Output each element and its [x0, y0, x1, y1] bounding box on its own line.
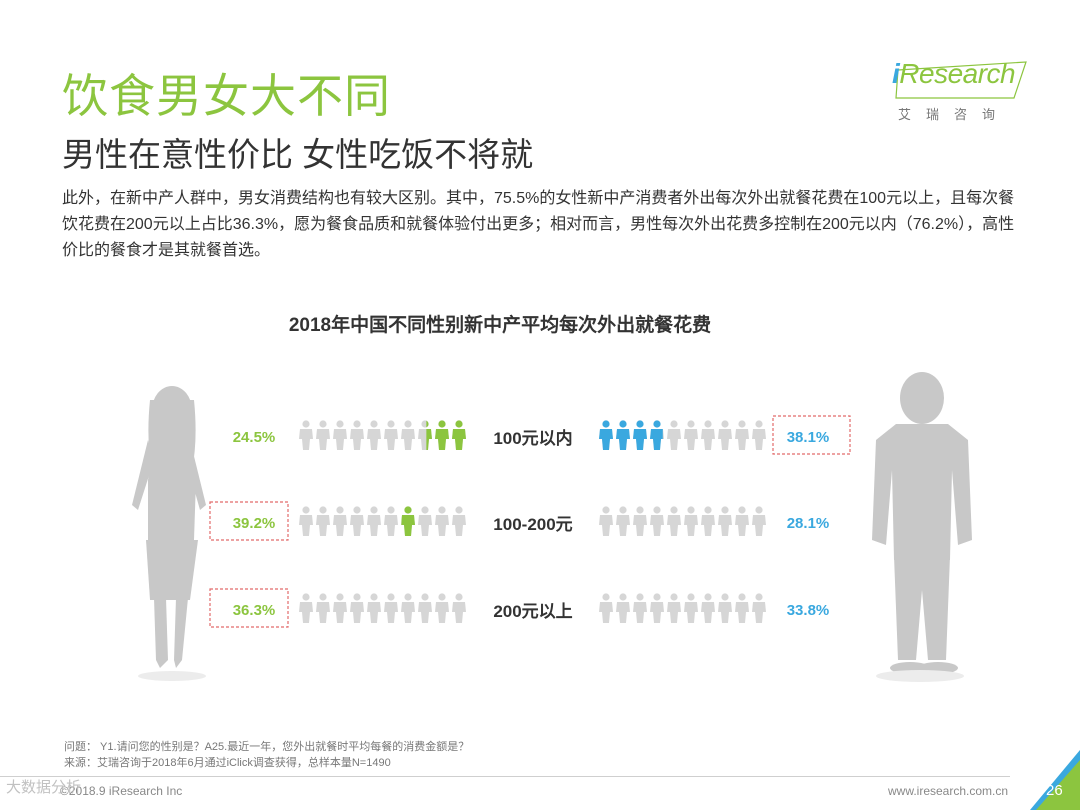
person-icon [650, 506, 664, 536]
person-icon [684, 506, 698, 536]
person-icon [299, 506, 313, 536]
page-corner-decoration [1030, 750, 1080, 810]
chart-title: 2018年中国不同性别新中产平均每次外出就餐花费 [288, 315, 712, 336]
male-silhouette-icon [872, 372, 972, 674]
male-icon-row [599, 506, 766, 536]
female-highlight-box [209, 501, 289, 541]
person-icon [616, 593, 630, 623]
person-icon [752, 593, 766, 623]
female-shadow [138, 671, 206, 681]
female-icon-row [299, 593, 466, 623]
person-icon [418, 506, 432, 536]
footer-copyright: ©2018.9 iResearch Inc [60, 784, 183, 798]
person-icon [633, 593, 647, 623]
person-icon [735, 593, 749, 623]
person-icon [701, 420, 715, 450]
person-icon [316, 593, 330, 623]
category-label: 100-200元 [493, 515, 572, 534]
person-icon [350, 420, 364, 450]
logo-swoosh-icon [895, 61, 1027, 99]
person-icon [384, 506, 398, 536]
male-highlight-box [772, 415, 851, 455]
person-icon [701, 593, 715, 623]
person-icon [684, 420, 698, 450]
person-icon [752, 420, 766, 450]
person-icon [633, 506, 647, 536]
person-icon [616, 506, 630, 536]
person-icon [667, 593, 681, 623]
person-icon [333, 420, 347, 450]
footer-source: 来源：艾瑞咨询于2018年6月通过iClick调查获得，总样本量N=1490 [64, 757, 391, 769]
female-icon-row [299, 420, 466, 450]
female-value-label: 36.3% [233, 602, 276, 619]
female-highlight-box [209, 588, 289, 628]
person-icon [650, 593, 664, 623]
logo-wordmark: iResearch [892, 58, 1016, 89]
person-icon [435, 593, 449, 623]
person-icon-filled [616, 420, 630, 450]
intro-paragraph: 此外，在新中产人群中，男女消费结构也有较大区别。其中，75.5%的女性新中产消费… [62, 190, 1015, 259]
person-icon-filled [426, 420, 432, 450]
person-icon [367, 420, 381, 450]
person-icon-filled [435, 420, 449, 450]
person-icon [367, 593, 381, 623]
female-icon-row [299, 506, 466, 536]
person-icon [316, 506, 330, 536]
page-subtitle: 男性在意性价比 女性吃饭不将就 [62, 136, 534, 173]
male-icon-row [599, 593, 766, 623]
female-value-label: 39.2% [233, 515, 276, 532]
person-icon [735, 506, 749, 536]
person-icon-filled [650, 420, 663, 450]
person-icon [735, 420, 749, 450]
page-title: 饮食男女大不同 [62, 70, 391, 122]
person-icon [452, 506, 466, 536]
male-value-label: 33.8% [787, 602, 830, 619]
male-value-label: 28.1% [787, 515, 830, 532]
watermark-text: 大数据分析 [6, 779, 82, 796]
person-icon [418, 593, 432, 623]
male-shadow [876, 670, 964, 682]
person-icon [435, 506, 449, 536]
footer-question: 问题： Y1.请问您的性别是？A25.最近一年，您外出就餐时平均每餐的消费金额是… [64, 741, 470, 753]
female-value-label: 24.5% [233, 429, 276, 446]
person-icon [667, 420, 681, 450]
person-icon [350, 506, 364, 536]
person-icon [367, 506, 381, 536]
person-icon-filled [452, 420, 466, 450]
person-icon [452, 593, 466, 623]
person-icon [718, 506, 732, 536]
footer-divider [0, 776, 1010, 777]
person-icon-filled [633, 420, 647, 450]
person-icon [667, 506, 681, 536]
female-silhouette-icon [132, 386, 206, 668]
person-icon [718, 593, 732, 623]
logo-cn-text: 艾瑞咨询 [898, 107, 1011, 122]
person-icon [316, 420, 330, 450]
person-icon [401, 420, 415, 450]
person-icon [701, 506, 715, 536]
person-icon [384, 420, 398, 450]
pictogram-chart: 24.5% 38.1% 100元以内 39.2% 28.1% 100-200元 36.3% 3… [132, 372, 972, 682]
person-icon [333, 506, 347, 536]
person-icon [752, 506, 766, 536]
person-icon-filled [401, 506, 415, 536]
person-icon [350, 593, 364, 623]
person-icon [599, 506, 613, 536]
category-label: 200元以上 [493, 602, 572, 621]
person-icon-filled [599, 420, 613, 450]
person-icon [299, 593, 313, 623]
person-icon [684, 593, 698, 623]
category-label: 100元以内 [493, 428, 572, 448]
iresearch-logo: iResearch 艾瑞咨询 [892, 58, 1032, 128]
footer-website: www.iresearch.com.cn [888, 784, 1009, 798]
person-icon [599, 593, 613, 623]
person-icon [299, 420, 313, 450]
person-icon [384, 593, 398, 623]
male-value-label: 38.1% [787, 429, 830, 446]
male-icon-row [599, 420, 766, 450]
page-number: 26 [1046, 782, 1063, 799]
person-icon [401, 593, 415, 623]
person-icon [333, 593, 347, 623]
person-icon [718, 420, 732, 450]
